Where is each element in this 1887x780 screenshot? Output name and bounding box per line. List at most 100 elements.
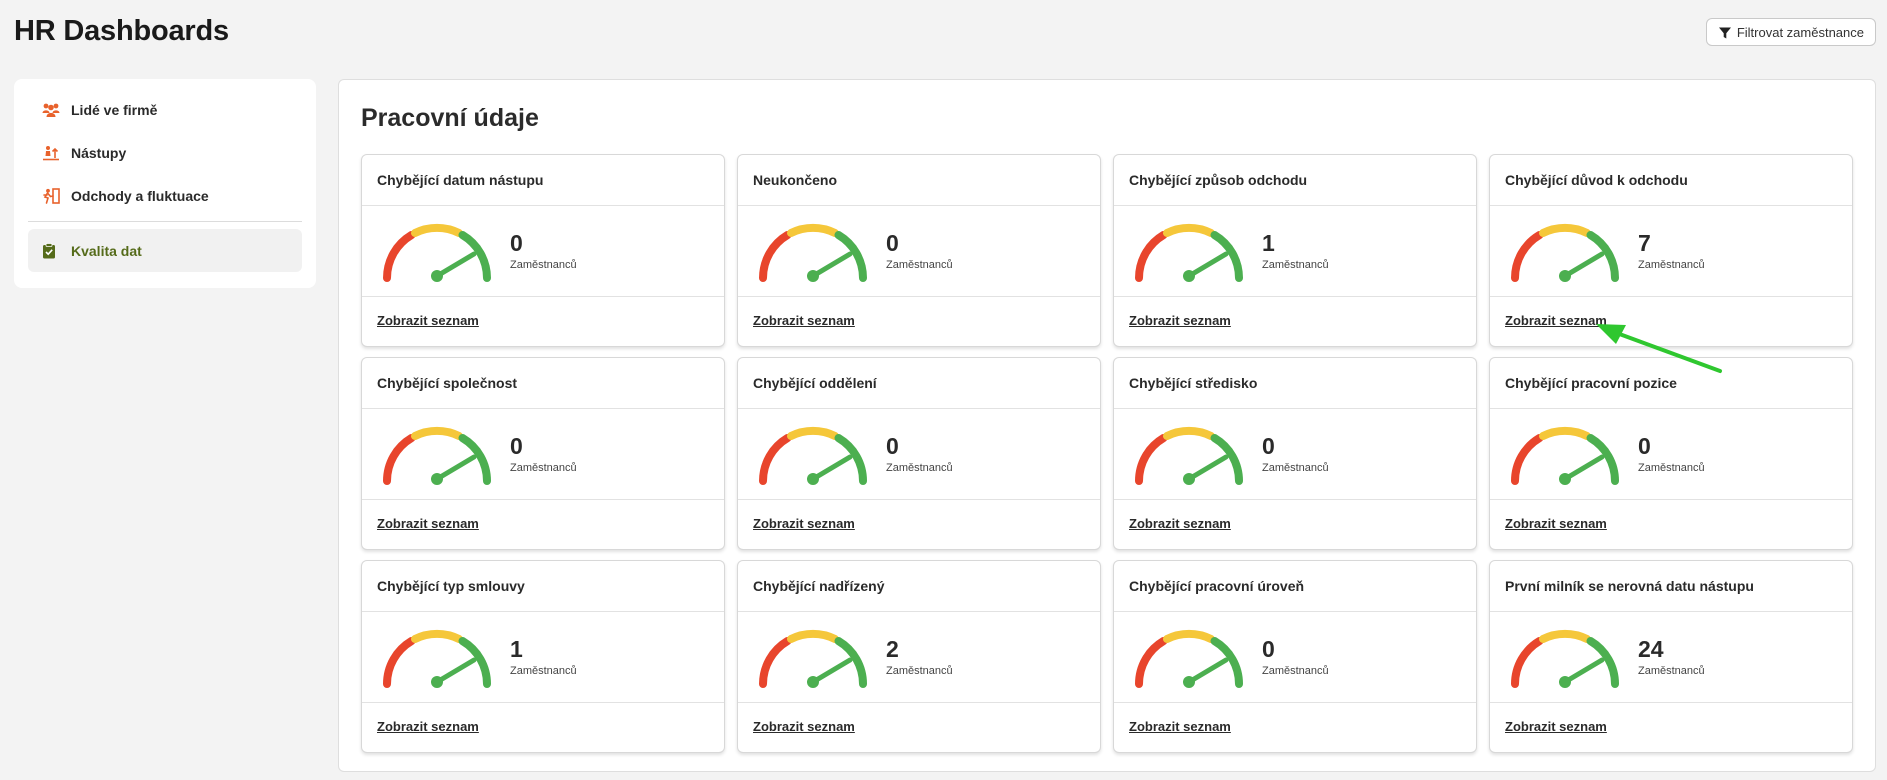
onboarding-icon — [42, 144, 62, 162]
employee-count-label: Zaměstnanců — [510, 462, 577, 474]
metric-card: Neukončeno 0 Zaměstnanců Zobrazit seznam — [737, 154, 1101, 347]
card-title: Chybějící pracovní úroveň — [1114, 561, 1476, 612]
card-body: 0 Zaměstnanců — [738, 206, 1100, 297]
metric-card: Chybějící společnost 0 Zaměstnanců Zobra… — [361, 357, 725, 550]
gauge-icon — [1135, 629, 1243, 688]
employee-count: 0 — [1638, 433, 1651, 459]
gauge-icon — [1511, 629, 1619, 688]
card-title: Chybějící nadřízený — [738, 561, 1100, 612]
employee-count: 0 — [510, 433, 523, 459]
employee-count-label: Zaměstnanců — [1262, 462, 1329, 474]
show-list-link[interactable]: Zobrazit seznam — [753, 313, 855, 328]
sidebar-item-data-quality[interactable]: Kvalita dat — [28, 229, 302, 272]
filter-button-label: Filtrovat zaměstnance — [1736, 24, 1864, 40]
card-body: 0 Zaměstnanců — [1114, 409, 1476, 500]
card-title: Chybějící způsob odchodu — [1114, 155, 1476, 206]
employee-count-label: Zaměstnanců — [886, 665, 953, 677]
employee-count-label: Zaměstnanců — [1262, 259, 1329, 271]
show-list-link[interactable]: Zobrazit seznam — [1129, 516, 1231, 531]
sidebar-item-label: Kvalita dat — [71, 242, 142, 259]
gauge-icon — [383, 426, 491, 485]
sidebar-item-onboarding[interactable]: Nástupy — [28, 135, 302, 171]
show-list-link[interactable]: Zobrazit seznam — [1129, 719, 1231, 734]
card-body: 0 Zaměstnanců — [738, 409, 1100, 500]
card-body: 24 Zaměstnanců — [1490, 612, 1852, 703]
employee-count: 1 — [1262, 230, 1275, 256]
gauge-icon — [759, 426, 867, 485]
card-title: Chybějící důvod k odchodu — [1490, 155, 1852, 206]
employee-count: 0 — [886, 433, 899, 459]
gauge-icon — [1135, 223, 1243, 282]
metric-card: První milník se nerovná datu nástupu 24 … — [1489, 560, 1853, 753]
employee-count: 2 — [886, 636, 899, 662]
sidebar-item-label: Nástupy — [71, 145, 127, 161]
employee-count: 0 — [1262, 636, 1275, 662]
employee-count: 0 — [886, 230, 899, 256]
employee-count-label: Zaměstnanců — [1638, 665, 1705, 677]
gauge-icon — [383, 223, 491, 282]
employee-count-label: Zaměstnanců — [510, 665, 577, 677]
sidebar-item-people[interactable]: Lidé ve firmě — [28, 92, 302, 128]
metric-card: Chybějící nadřízený 2 Zaměstnanců Zobraz… — [737, 560, 1101, 753]
card-title: Chybějící středisko — [1114, 358, 1476, 409]
gauge-icon — [759, 629, 867, 688]
card-title: Neukončeno — [738, 155, 1100, 206]
card-body: 1 Zaměstnanců — [362, 612, 724, 703]
show-list-link[interactable]: Zobrazit seznam — [1505, 719, 1607, 734]
exit-icon — [42, 187, 62, 205]
card-body: 2 Zaměstnanců — [738, 612, 1100, 703]
metric-card: Chybějící způsob odchodu 1 Zaměstnanců Z… — [1113, 154, 1477, 347]
employee-count: 7 — [1638, 230, 1651, 256]
card-title: Chybějící oddělení — [738, 358, 1100, 409]
metric-card: Chybějící datum nástupu 0 Zaměstnanců Zo… — [361, 154, 725, 347]
people-icon — [42, 101, 62, 119]
card-title: Chybějící společnost — [362, 358, 724, 409]
employee-count: 1 — [510, 636, 523, 662]
card-body: 0 Zaměstnanců — [1490, 409, 1852, 500]
sidebar-item-departures[interactable]: Odchody a fluktuace — [28, 178, 302, 214]
gauge-icon — [759, 223, 867, 282]
show-list-link[interactable]: Zobrazit seznam — [377, 719, 479, 734]
employee-count-label: Zaměstnanců — [510, 259, 577, 271]
gauge-icon — [1135, 426, 1243, 485]
card-title: První milník se nerovná datu nástupu — [1490, 561, 1852, 612]
section-title: Pracovní údaje — [361, 104, 539, 132]
sidebar: Lidé ve firmě Nástupy Odchody a fluktuac… — [14, 79, 316, 288]
metric-card-grid: Chybějící datum nástupu 0 Zaměstnanců Zo… — [361, 154, 1853, 753]
clipboard-check-icon — [42, 242, 62, 260]
gauge-icon — [1511, 223, 1619, 282]
employee-count-label: Zaměstnanců — [1638, 259, 1705, 271]
card-title: Chybějící pracovní pozice — [1490, 358, 1852, 409]
metric-card: Chybějící pracovní pozice 0 Zaměstnanců … — [1489, 357, 1853, 550]
employee-count-label: Zaměstnanců — [1262, 665, 1329, 677]
metric-card: Chybějící středisko 0 Zaměstnanců Zobraz… — [1113, 357, 1477, 550]
employee-count: 24 — [1638, 636, 1664, 662]
gauge-icon — [1511, 426, 1619, 485]
metric-card: Chybějící důvod k odchodu 7 Zaměstnanců … — [1489, 154, 1853, 347]
filter-employees-button[interactable]: Filtrovat zaměstnance — [1705, 18, 1876, 46]
gauge-icon — [383, 629, 491, 688]
show-list-link[interactable]: Zobrazit seznam — [377, 313, 479, 328]
show-list-link[interactable]: Zobrazit seznam — [1505, 313, 1607, 328]
metric-card: Chybějící typ smlouvy 1 Zaměstnanců Zobr… — [361, 560, 725, 753]
card-body: 7 Zaměstnanců — [1490, 206, 1852, 297]
employee-count-label: Zaměstnanců — [886, 259, 953, 271]
employee-count: 0 — [510, 230, 523, 256]
employee-count: 0 — [1262, 433, 1275, 459]
show-list-link[interactable]: Zobrazit seznam — [377, 516, 479, 531]
show-list-link[interactable]: Zobrazit seznam — [1129, 313, 1231, 328]
show-list-link[interactable]: Zobrazit seznam — [1505, 516, 1607, 531]
card-title: Chybějící datum nástupu — [362, 155, 724, 206]
sidebar-item-label: Lidé ve firmě — [71, 102, 158, 118]
filter-icon — [1718, 27, 1731, 39]
app-title: HR Dashboards — [14, 15, 229, 47]
show-list-link[interactable]: Zobrazit seznam — [753, 719, 855, 734]
card-title: Chybějící typ smlouvy — [362, 561, 724, 612]
metric-card: Chybějící oddělení 0 Zaměstnanců Zobrazi… — [737, 357, 1101, 550]
card-body: 0 Zaměstnanců — [362, 206, 724, 297]
employee-count-label: Zaměstnanců — [886, 462, 953, 474]
show-list-link[interactable]: Zobrazit seznam — [753, 516, 855, 531]
card-body: 0 Zaměstnanců — [362, 409, 724, 500]
employee-count-label: Zaměstnanců — [1638, 462, 1705, 474]
main-panel: Pracovní údaje Chybějící datum nástupu 0… — [338, 79, 1876, 772]
